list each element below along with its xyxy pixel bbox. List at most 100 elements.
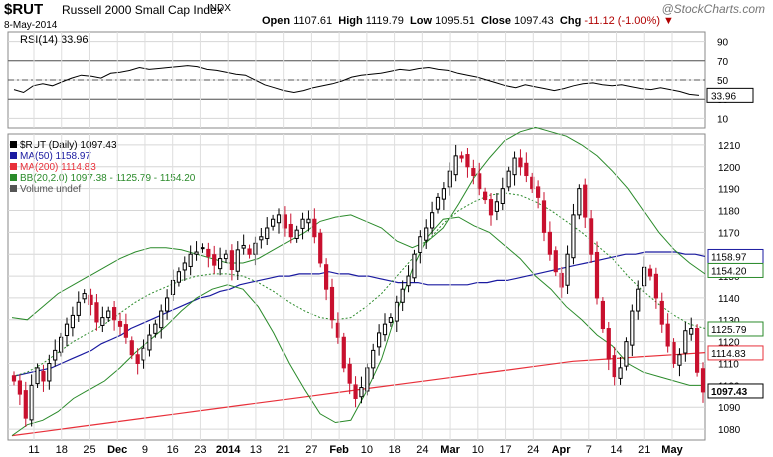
x-tick-label: 14	[610, 444, 622, 456]
candle-body	[559, 272, 564, 288]
candle-body	[70, 314, 75, 329]
candle-body	[518, 157, 523, 168]
candle-body	[35, 367, 40, 385]
legend-swatch	[10, 185, 17, 192]
candle-body	[11, 375, 17, 382]
candle-body	[677, 354, 682, 366]
candle-body	[483, 191, 488, 201]
chg-value: -11.12 (-1.00%)	[584, 15, 660, 27]
down-arrow-icon: ▼	[663, 15, 674, 27]
price-panel: 1210120011901180117011601150114011301120…	[7, 126, 764, 441]
candle-body	[418, 236, 423, 253]
candle-body	[541, 200, 547, 233]
price-tag-box	[707, 383, 764, 399]
candle-body	[388, 317, 393, 323]
legend-swatch	[10, 141, 17, 148]
candle-body	[512, 157, 517, 176]
legend-entry: MA(200) 1114.83	[20, 162, 96, 173]
candle-body	[106, 310, 111, 319]
price-tick-label: 1140	[718, 294, 740, 305]
candle-body	[700, 368, 706, 393]
x-tick-label: 25	[83, 444, 95, 456]
candle-body	[288, 223, 293, 238]
candle-body	[589, 218, 594, 255]
candle-body	[100, 317, 105, 326]
candle-body	[247, 248, 252, 255]
candle-body	[435, 196, 441, 210]
chart-date: 8-May-2014	[4, 20, 58, 31]
candle-body	[82, 293, 87, 300]
candle-body	[459, 155, 464, 159]
close-value: 1097.43	[514, 15, 554, 27]
price-tick-label: 1200	[718, 163, 741, 174]
candle-body	[276, 214, 282, 224]
symbol-label: $RUT	[4, 1, 44, 18]
candle-body	[406, 275, 411, 287]
x-tick-label: 18	[56, 444, 68, 456]
chg-label: Chg	[559, 15, 582, 27]
candle-body	[212, 254, 217, 266]
candle-body	[653, 273, 658, 299]
candle-body	[612, 355, 617, 378]
x-tick-label: 7	[586, 444, 592, 456]
candle-body	[329, 286, 335, 321]
price-tag-box	[707, 345, 764, 361]
candle-body	[324, 264, 329, 290]
candle-body	[41, 370, 46, 382]
candle-body	[318, 232, 323, 264]
x-tick-label: 23	[194, 444, 206, 456]
x-tick-label: 10	[361, 444, 373, 456]
candle-body	[53, 349, 58, 361]
candle-body	[229, 250, 234, 271]
high-value: 1119.79	[365, 15, 404, 27]
candle-body	[29, 384, 34, 421]
candle-body	[300, 218, 305, 229]
price-tag-label: 1097.43	[711, 387, 748, 398]
candle-body	[618, 367, 623, 379]
candle-body	[165, 297, 170, 312]
candle-body	[223, 253, 229, 260]
candle-body	[176, 271, 181, 283]
price-tick-label: 1180	[718, 207, 740, 218]
candle-body	[294, 229, 299, 239]
candle-body	[235, 249, 240, 272]
candle-body	[583, 184, 588, 218]
candle-body	[683, 330, 688, 354]
candle-body	[606, 328, 611, 360]
candle-body	[188, 253, 193, 267]
candle-body	[577, 188, 582, 216]
x-axis: 11 18 25 Dec 9 16 23 2014 13 21 27 Feb 10 18 24 Mar 10 17…	[28, 32, 684, 456]
x-tick-label: May	[661, 444, 683, 456]
candle-body	[465, 154, 470, 168]
candle-body	[377, 332, 382, 348]
x-tick-label: 24	[527, 444, 539, 456]
candle-body	[94, 302, 99, 323]
x-tick-label: Mar	[440, 444, 460, 456]
low-label: Low	[410, 15, 433, 27]
legend-entry: MA(50) 1158.97	[20, 151, 91, 162]
candle-body	[412, 253, 417, 279]
candle-body	[382, 323, 388, 336]
stockcharts-watermark: @StockCharts.com	[661, 2, 765, 16]
candle-body	[400, 288, 405, 303]
candle-body	[241, 244, 246, 249]
rsi-tick-label: 70	[717, 57, 729, 68]
candle-body	[112, 307, 117, 321]
candle-body	[129, 340, 134, 356]
price-tag-label: 1158.97	[711, 252, 747, 263]
candle-body	[47, 363, 52, 382]
open-value: 1107.61	[293, 15, 333, 27]
price-tick-label: 1210	[718, 141, 741, 152]
price-tick-label: 1080	[718, 425, 741, 436]
price-tick-label: 1120	[718, 338, 740, 349]
candle-body	[306, 218, 311, 224]
candle-body	[430, 212, 435, 229]
candle-body	[371, 349, 376, 369]
candle-body	[17, 380, 22, 395]
candle-body	[689, 328, 694, 335]
candle-body	[547, 231, 552, 255]
candle-body	[565, 253, 570, 286]
